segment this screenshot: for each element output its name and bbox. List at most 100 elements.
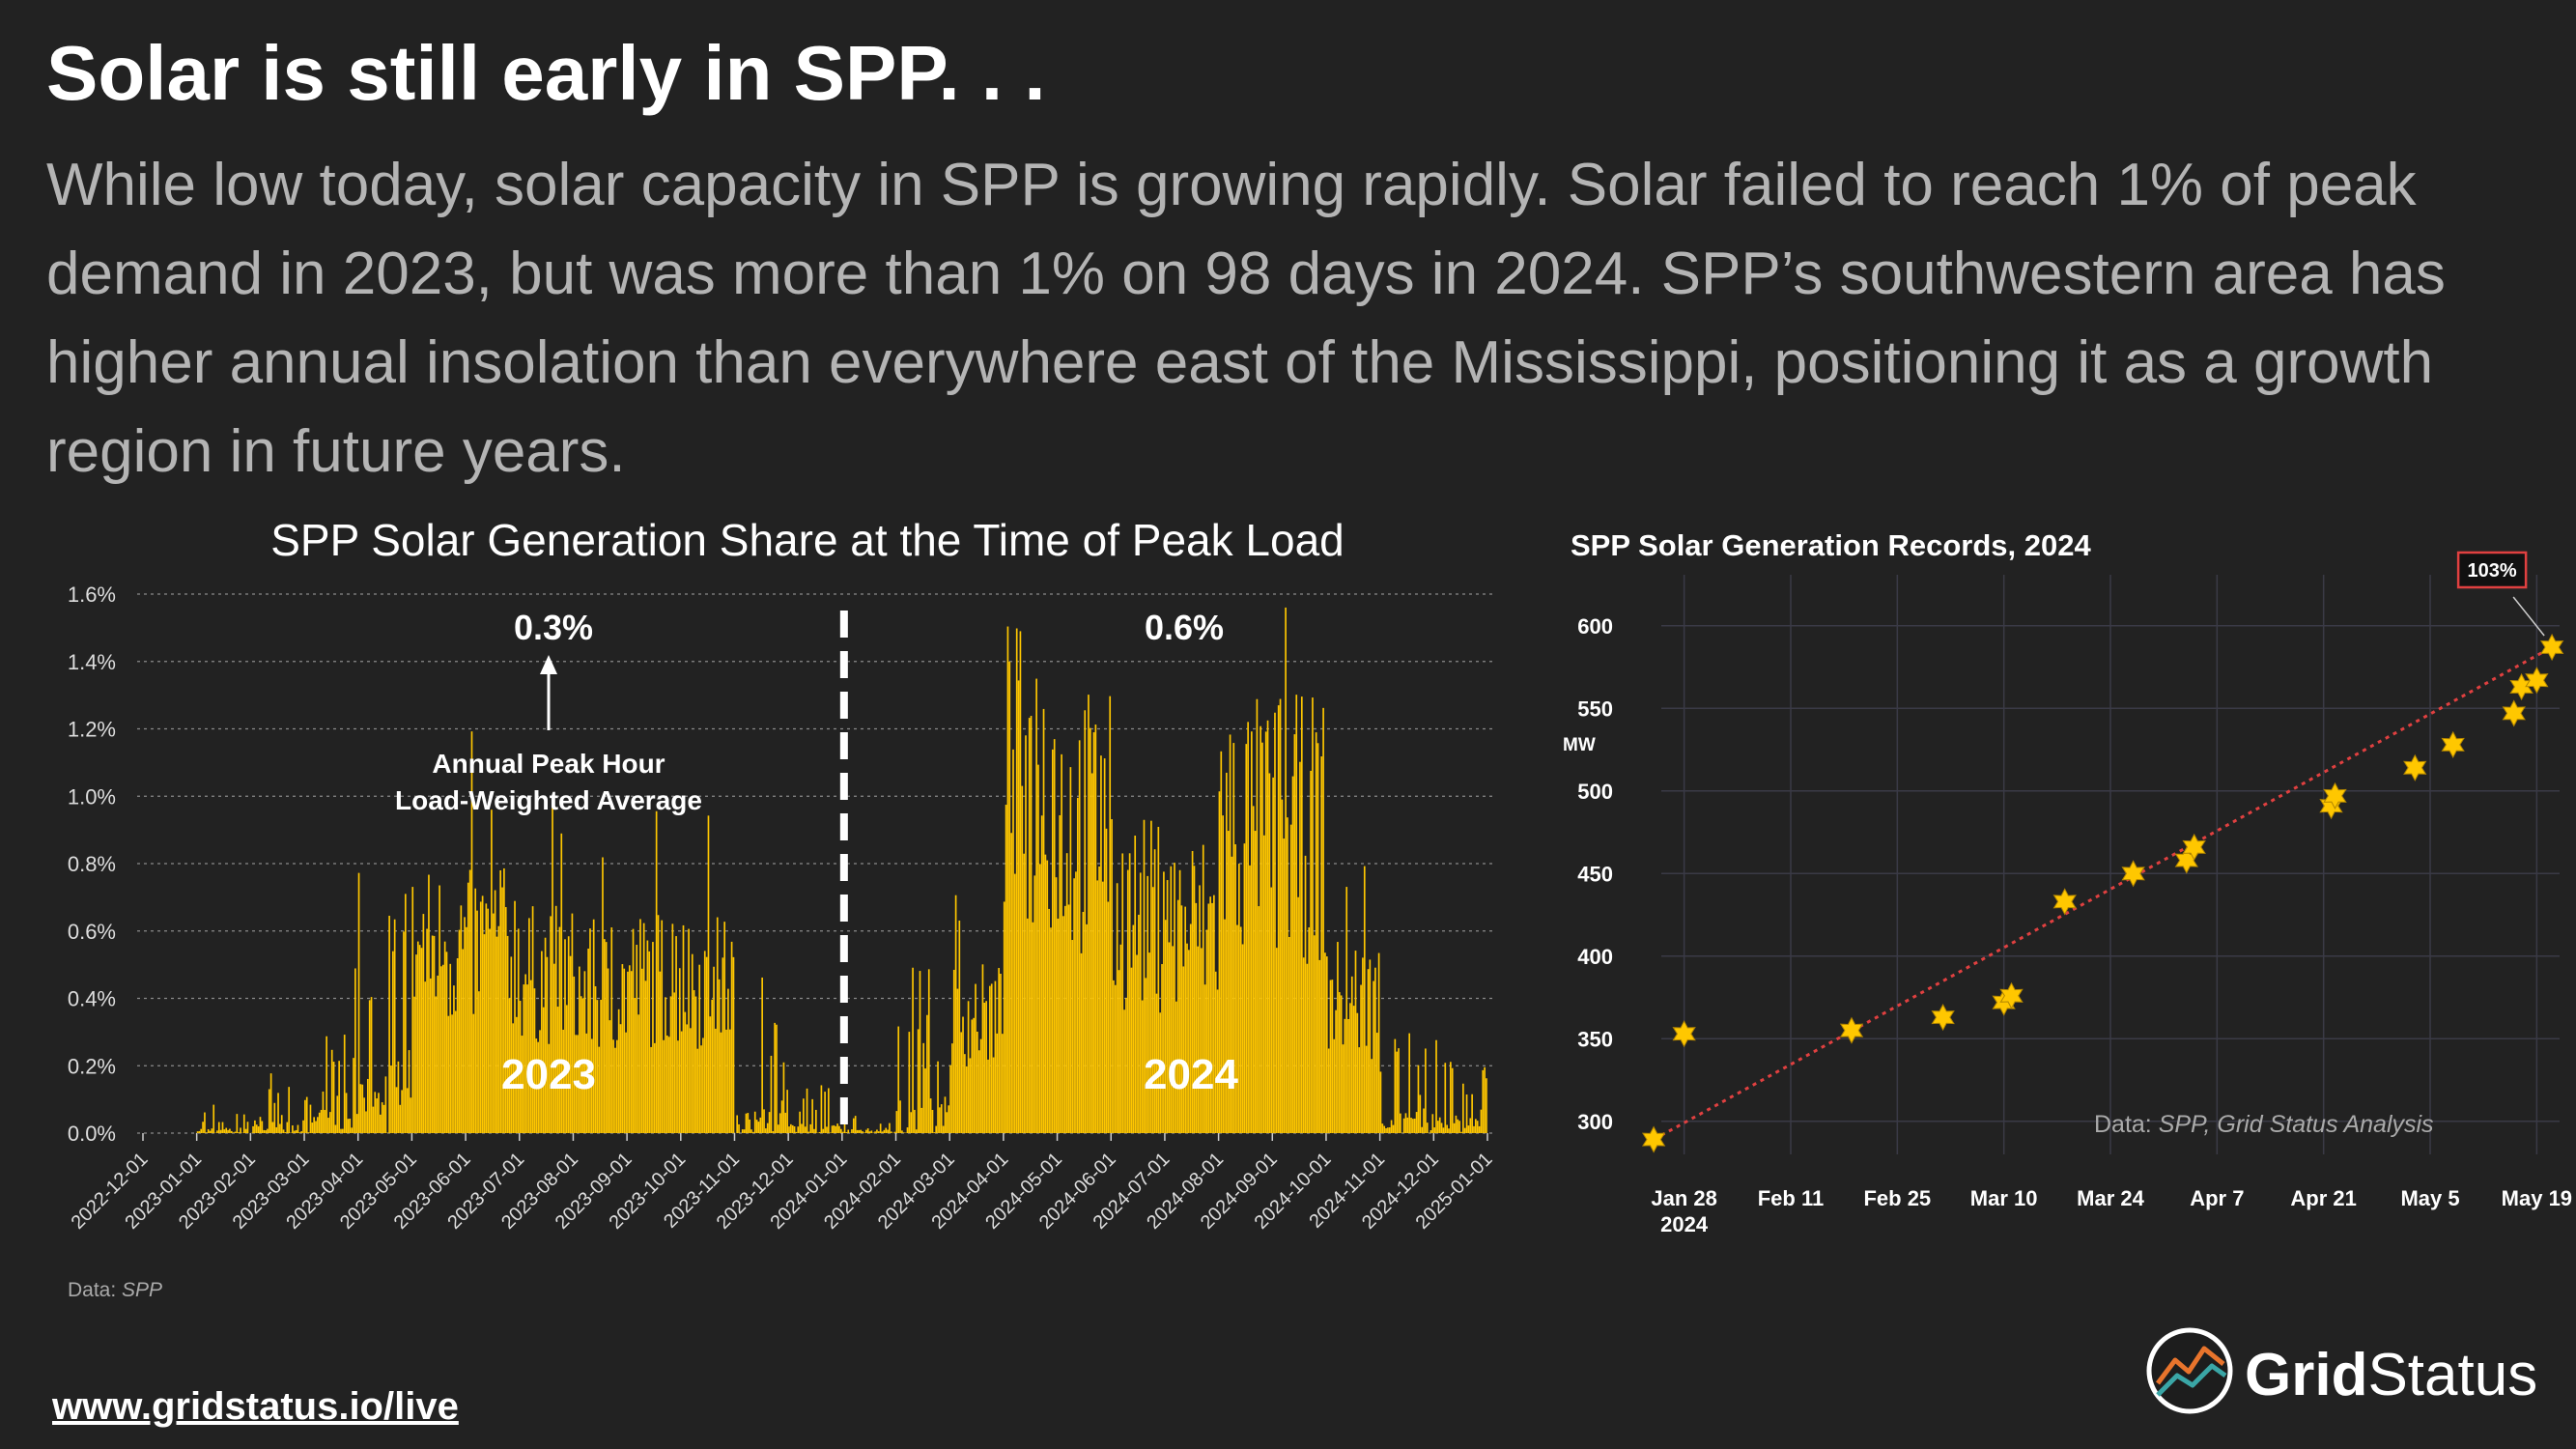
daily-bar (951, 1043, 953, 1133)
daily-bar (579, 966, 580, 1133)
daily-bar (1105, 828, 1108, 1133)
daily-bar (1222, 815, 1224, 1133)
daily-bar (288, 1087, 291, 1133)
daily-bar (1367, 969, 1370, 1133)
daily-bar (931, 1109, 934, 1133)
daily-bar (1201, 948, 1203, 1133)
y-tick-label: 1.2% (68, 718, 116, 742)
daily-bar (1288, 937, 1290, 1133)
daily-bar (589, 928, 591, 1133)
daily-bar (1274, 712, 1276, 1133)
daily-bar (1216, 989, 1219, 1133)
daily-bar (1103, 758, 1106, 1133)
daily-bar (1232, 743, 1235, 1133)
daily-bar (652, 942, 654, 1133)
daily-bar (336, 1095, 339, 1133)
daily-bar (524, 974, 526, 1133)
daily-bar (368, 1000, 371, 1133)
daily-bar (1057, 918, 1060, 1133)
daily-bar (1209, 896, 1211, 1133)
daily-bar (1213, 895, 1215, 1133)
daily-bar (1263, 835, 1265, 1133)
daily-bar (1176, 899, 1179, 1133)
annotation-line-1: Annual Peak Hour (432, 749, 665, 779)
daily-bar (466, 926, 467, 1133)
record-point (1839, 1016, 1864, 1044)
daily-bar (648, 951, 651, 1133)
daily-bar (1118, 970, 1120, 1133)
record-point (2323, 781, 2347, 810)
daily-bar (1362, 957, 1364, 1133)
daily-bar (318, 1112, 321, 1133)
daily-bar (877, 1131, 880, 1133)
daily-bar (667, 1037, 670, 1133)
daily-bar (1139, 872, 1142, 1133)
daily-bar (1316, 743, 1319, 1133)
daily-bar (313, 1117, 315, 1133)
daily-bar (1023, 853, 1025, 1133)
daily-bar (675, 936, 677, 1133)
daily-bar (1220, 751, 1223, 1133)
daily-bar (887, 1129, 889, 1133)
daily-bar (741, 1129, 744, 1133)
daily-bar (799, 1111, 801, 1133)
daily-bar (720, 1032, 722, 1133)
y-tick-label: 0.0% (68, 1122, 116, 1146)
daily-bar (1048, 908, 1050, 1133)
daily-bar (424, 981, 427, 1133)
daily-bar (665, 1035, 668, 1133)
daily-bar (1338, 992, 1341, 1133)
daily-bar (1402, 1118, 1405, 1133)
daily-bar (478, 991, 480, 1133)
daily-bar (1189, 923, 1192, 1133)
daily-bar (282, 1129, 285, 1133)
records-source-value: SPP, Grid Status Analysis (2159, 1111, 2434, 1138)
daily-bar (1463, 1127, 1466, 1133)
daily-bar (510, 956, 513, 1133)
daily-bar (627, 971, 629, 1133)
daily-bar (378, 1093, 380, 1133)
daily-bar (1448, 1128, 1450, 1133)
daily-bar (1283, 838, 1286, 1133)
chart-title: SPP Solar Generation Share at the Time o… (270, 515, 1345, 565)
daily-bar (940, 1104, 943, 1133)
daily-bar (926, 1014, 928, 1133)
daily-bar (985, 1001, 987, 1133)
record-point (2441, 730, 2465, 758)
daily-bar (776, 1024, 778, 1133)
daily-bar (1224, 919, 1226, 1133)
daily-bar (240, 1127, 241, 1133)
daily-bar (305, 1096, 308, 1133)
daily-bar (1076, 797, 1079, 1133)
daily-bar (1476, 1121, 1479, 1133)
daily-bar (236, 1114, 239, 1133)
daily-bar (1304, 855, 1307, 1133)
daily-bar (839, 1128, 842, 1133)
daily-bar (349, 1118, 352, 1133)
daily-bar (437, 975, 439, 1133)
daily-bar (1082, 911, 1085, 1133)
daily-bar (1413, 1118, 1416, 1133)
daily-bar (1315, 732, 1317, 1133)
daily-bar (1260, 725, 1261, 1133)
daily-bar (1027, 918, 1029, 1133)
daily-bar (949, 1065, 951, 1133)
daily-bar (693, 990, 695, 1133)
daily-bar (1400, 1113, 1401, 1133)
footer-link[interactable]: www.gridstatus.io/live (52, 1385, 459, 1428)
daily-bar (866, 1128, 869, 1133)
daily-bar (441, 964, 444, 1133)
daily-bar (416, 941, 419, 1133)
daily-bar (342, 1128, 344, 1133)
daily-bar (329, 1112, 331, 1133)
daily-bar (1337, 942, 1339, 1133)
daily-bar (580, 996, 582, 1133)
daily-bar (489, 928, 491, 1133)
daily-bar (1256, 698, 1259, 1133)
daily-bar (361, 1084, 364, 1133)
records-y-tick-label: 400 (1577, 945, 1613, 969)
daily-bar (1371, 1059, 1373, 1133)
record-point (1931, 1004, 1955, 1032)
daily-bar (971, 1019, 974, 1133)
daily-bar (1121, 853, 1124, 1133)
